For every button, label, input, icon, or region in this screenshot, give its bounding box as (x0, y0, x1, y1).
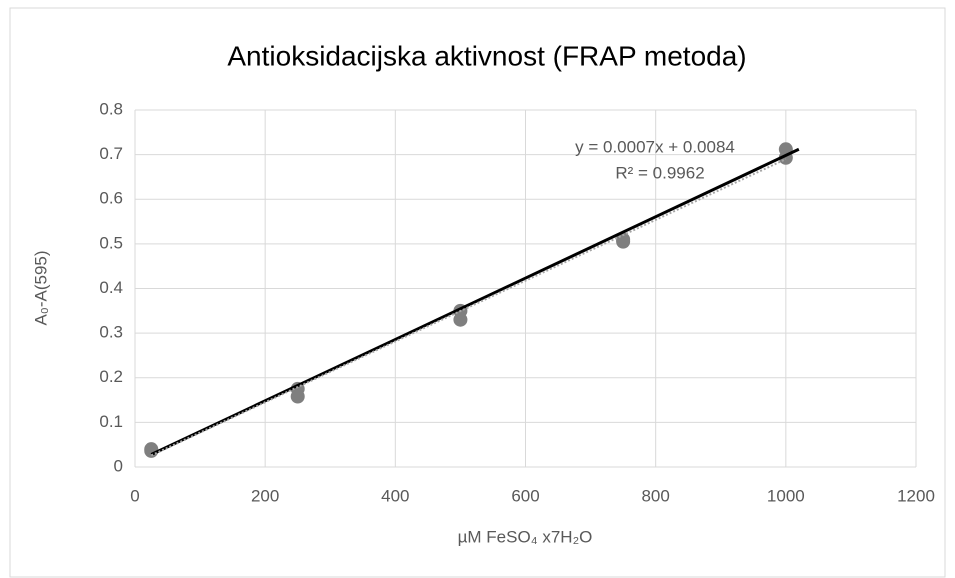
trendline (150, 147, 800, 456)
y-tick-label: 0.2 (99, 367, 123, 386)
x-tick-label: 1000 (767, 486, 805, 505)
x-tick-label: 400 (381, 486, 409, 505)
chart-title: Antioksidacijska aktivnost (FRAP metoda) (227, 40, 746, 71)
x-tick-label: 1200 (897, 486, 935, 505)
y-tick-label: 0.8 (99, 99, 123, 118)
data-point (290, 389, 305, 404)
y-axis-label: A₀-A(595) (31, 250, 50, 325)
x-tick-label: 200 (251, 486, 279, 505)
data-point (453, 312, 468, 327)
y-tick-label: 0.4 (99, 278, 123, 297)
data-point (616, 234, 631, 249)
chart-border (9, 7, 946, 578)
y-tick-label: 0.5 (99, 233, 123, 252)
y-tick-label: 0.3 (99, 323, 123, 342)
y-tick-label: 0.7 (99, 144, 123, 163)
trendline-equation: y = 0.0007x + 0.0084 (575, 137, 735, 156)
trendline (150, 158, 787, 457)
trendline-equation: R² = 0.9962 (615, 163, 704, 182)
y-tick-label: 0.6 (99, 189, 123, 208)
y-tick-label: 0.1 (99, 412, 123, 431)
x-tick-label: 600 (511, 486, 539, 505)
y-tick-label: 0 (114, 456, 123, 475)
x-tick-label: 800 (641, 486, 669, 505)
x-axis-label: µM FeSO₄ x7H₂O (458, 527, 593, 546)
x-tick-label: 0 (130, 486, 139, 505)
